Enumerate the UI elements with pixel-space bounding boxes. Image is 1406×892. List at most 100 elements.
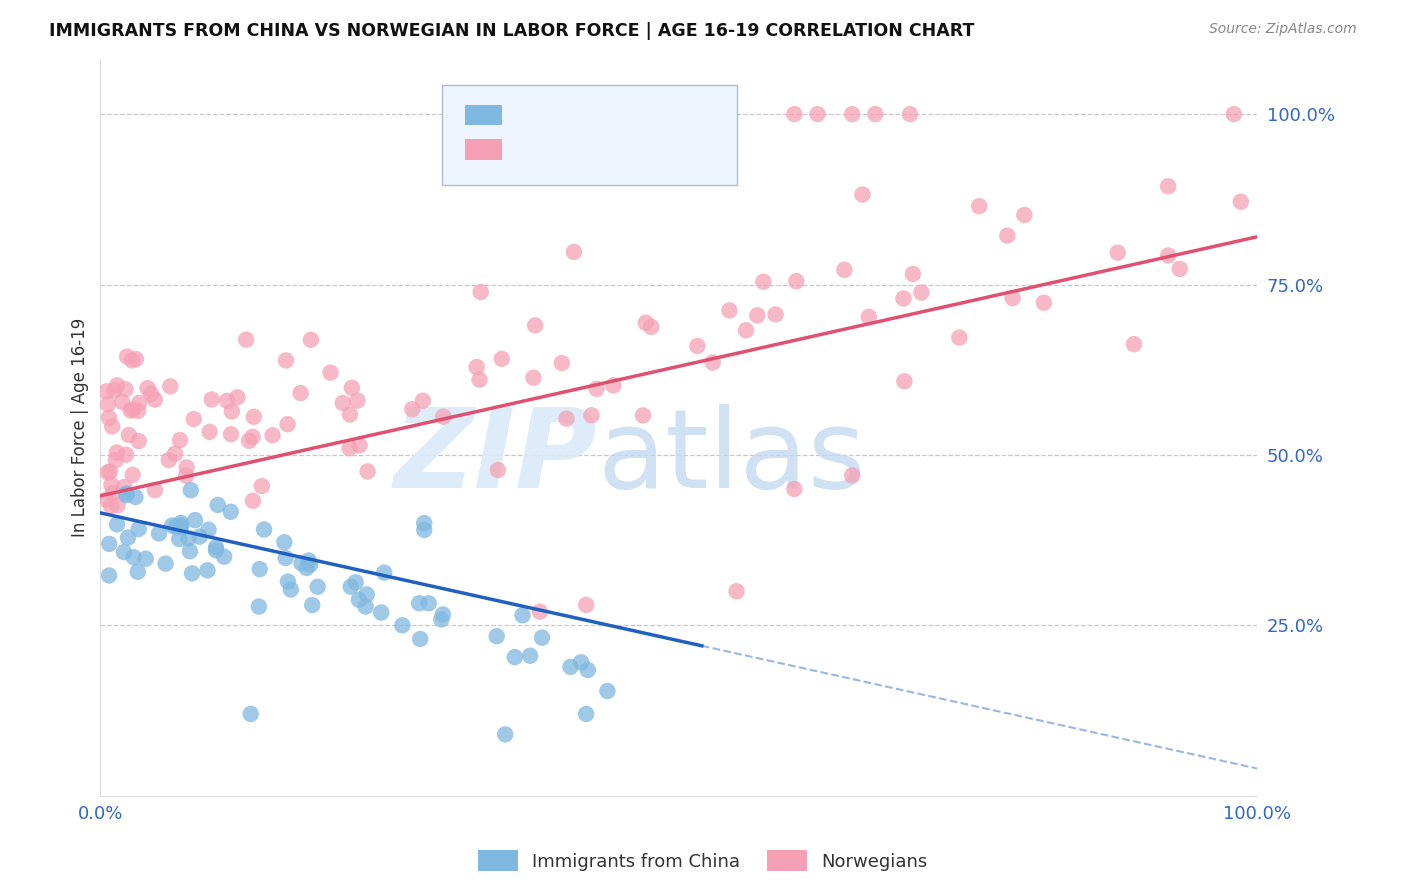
Point (114, 382, 136, 396)
Point (631, 409, 654, 423)
Point (1014, 208, 1036, 222)
Point (105, 517, 128, 532)
Point (221, 404, 243, 418)
Point (170, 518, 193, 533)
Point (530, 631, 553, 645)
Point (346, 393, 368, 408)
Point (101, 419, 124, 434)
Point (277, 417, 299, 432)
Point (339, 580, 361, 594)
Point (98, 537, 121, 551)
Point (97, 397, 120, 411)
Point (1107, 245, 1129, 260)
Point (409, 632, 432, 646)
Point (169, 433, 191, 447)
Point (910, 285, 932, 300)
Point (1123, 337, 1146, 351)
Point (299, 333, 322, 347)
Point (1157, 248, 1180, 262)
Point (522, 370, 544, 384)
Point (201, 392, 224, 407)
Bar (465, 104, 502, 125)
Point (238, 434, 260, 448)
Point (104, 453, 127, 467)
Point (183, 412, 205, 426)
Point (339, 441, 361, 455)
Point (602, 378, 624, 392)
Point (640, 319, 662, 334)
Point (217, 393, 239, 408)
Point (112, 545, 135, 559)
Point (512, 608, 534, 623)
Point (115, 486, 138, 500)
Point (136, 381, 159, 395)
Point (851, 187, 873, 202)
Point (747, 309, 769, 323)
Point (290, 556, 312, 570)
Point (141, 387, 163, 401)
Point (169, 532, 191, 546)
Point (765, 307, 787, 321)
Point (100, 500, 122, 514)
Point (370, 606, 392, 620)
Y-axis label: In Labor Force | Age 16-19: In Labor Force | Age 16-19 (72, 318, 89, 537)
Point (430, 612, 453, 626)
Point (1001, 291, 1024, 305)
Point (160, 518, 183, 533)
Point (125, 352, 148, 367)
Point (901, 267, 924, 281)
Point (127, 565, 149, 579)
Point (295, 561, 318, 575)
Point (188, 530, 211, 544)
Point (262, 428, 284, 442)
Point (239, 706, 262, 721)
Point (491, 351, 513, 366)
Point (177, 531, 200, 545)
Point (198, 425, 221, 439)
Point (163, 447, 186, 461)
Point (569, 655, 592, 669)
Point (1032, 295, 1054, 310)
Point (494, 727, 516, 741)
Text: IMMIGRANTS FROM CHINA VS NORWEGIAN IN LABOR FORCE | AGE 16-19 CORRELATION CHART: IMMIGRANTS FROM CHINA VS NORWEGIAN IN LA… (49, 22, 974, 40)
Point (401, 402, 423, 417)
Point (180, 483, 202, 498)
Text: ZIP: ZIP (394, 403, 598, 510)
Point (356, 464, 378, 478)
Point (373, 566, 395, 580)
Point (485, 629, 508, 643)
Point (1157, 179, 1180, 194)
Point (197, 523, 219, 537)
Point (783, 107, 806, 121)
Point (347, 592, 370, 607)
Point (105, 445, 128, 459)
Point (242, 493, 264, 508)
Point (735, 323, 758, 337)
Point (205, 543, 228, 558)
Point (122, 550, 145, 565)
Point (967, 199, 990, 213)
Point (247, 599, 270, 614)
Point (97, 466, 120, 480)
Point (301, 598, 323, 612)
Point (576, 663, 599, 677)
Point (1223, 107, 1246, 121)
Point (159, 379, 181, 393)
Point (298, 553, 321, 567)
Text: R =  0.446: R = 0.446 (517, 136, 617, 153)
Point (280, 582, 302, 597)
Point (115, 488, 138, 502)
Point (948, 330, 970, 344)
Point (197, 563, 219, 577)
Point (157, 453, 180, 467)
Point (111, 395, 134, 409)
Point (176, 460, 198, 475)
Point (1168, 261, 1191, 276)
Point (250, 479, 273, 493)
Point (413, 523, 436, 537)
Point (725, 584, 748, 599)
Point (165, 520, 187, 534)
Point (841, 107, 863, 121)
Point (408, 596, 430, 610)
Point (413, 516, 436, 530)
